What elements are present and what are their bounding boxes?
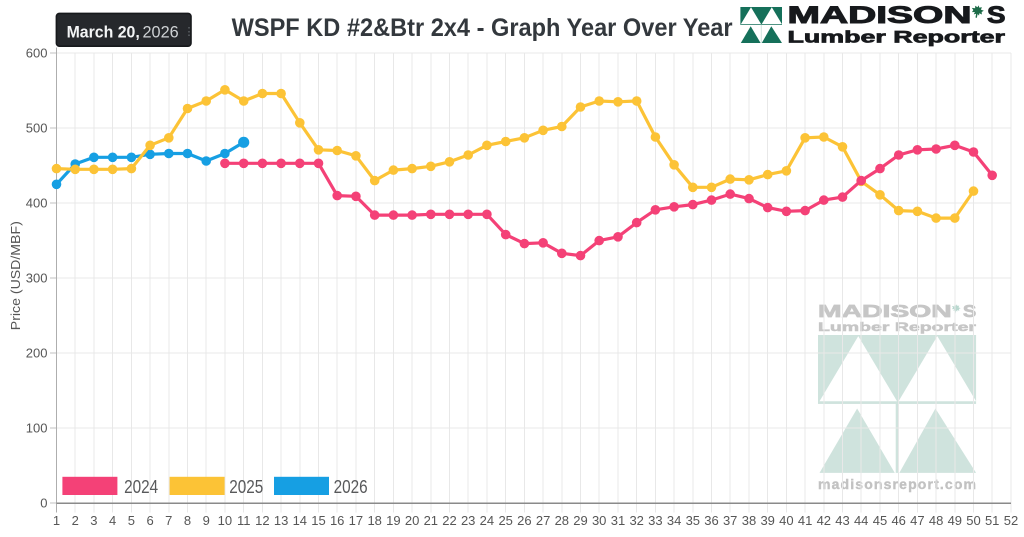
svg-text:33: 33 [648, 513, 662, 528]
svg-text:MADISON: MADISON [818, 301, 952, 321]
svg-text:42: 42 [817, 513, 831, 528]
svg-text:40: 40 [779, 513, 793, 528]
svg-text:39: 39 [760, 513, 774, 528]
svg-text:5: 5 [128, 513, 135, 528]
svg-text:36: 36 [704, 513, 718, 528]
svg-text:49: 49 [948, 513, 962, 528]
svg-text:17: 17 [349, 513, 363, 528]
svg-text:12: 12 [255, 513, 269, 528]
svg-text:27: 27 [536, 513, 550, 528]
svg-text:11: 11 [237, 513, 251, 528]
svg-text:4: 4 [109, 513, 116, 528]
svg-text:2026: 2026 [334, 476, 368, 497]
svg-text:52: 52 [1004, 513, 1018, 528]
svg-text:28: 28 [555, 513, 569, 528]
svg-text:⋮: ⋮ [184, 26, 195, 38]
svg-text:31: 31 [611, 513, 625, 528]
svg-text:15: 15 [311, 513, 325, 528]
svg-text:47: 47 [910, 513, 924, 528]
svg-text:19: 19 [386, 513, 400, 528]
svg-text:37: 37 [723, 513, 737, 528]
svg-text:0: 0 [40, 496, 47, 511]
svg-text:14: 14 [293, 513, 307, 528]
svg-text:32: 32 [629, 513, 643, 528]
svg-text:46: 46 [891, 513, 905, 528]
svg-text:2026: 2026 [143, 22, 179, 41]
svg-text:7: 7 [165, 513, 172, 528]
svg-text:48: 48 [929, 513, 943, 528]
svg-text:51: 51 [985, 513, 999, 528]
svg-text:30: 30 [592, 513, 606, 528]
svg-text:22: 22 [442, 513, 456, 528]
svg-text:23: 23 [461, 513, 475, 528]
svg-text:3: 3 [90, 513, 97, 528]
svg-text:26: 26 [517, 513, 531, 528]
svg-text:madisonsreport.com: madisonsreport.com [818, 476, 976, 492]
svg-text:S: S [963, 301, 976, 321]
svg-text:38: 38 [742, 513, 756, 528]
svg-text:WSPF KD #2&Btr 2x4 - Graph Yea: WSPF KD #2&Btr 2x4 - Graph Year Over Yea… [232, 14, 733, 42]
svg-text:34: 34 [667, 513, 681, 528]
svg-text:400: 400 [26, 196, 48, 211]
svg-text:8: 8 [184, 513, 191, 528]
svg-text:10: 10 [218, 513, 232, 528]
svg-text:20: 20 [405, 513, 419, 528]
svg-text:Lumber Reporter: Lumber Reporter [788, 29, 1006, 47]
svg-text:600: 600 [26, 46, 48, 61]
svg-text:Lumber Reporter: Lumber Reporter [818, 320, 977, 334]
svg-text:500: 500 [26, 121, 48, 136]
svg-text:13: 13 [274, 513, 288, 528]
svg-text:2025: 2025 [229, 476, 263, 497]
svg-text:29: 29 [573, 513, 587, 528]
svg-text:18: 18 [367, 513, 381, 528]
svg-text:44: 44 [854, 513, 868, 528]
svg-text:21: 21 [424, 513, 438, 528]
svg-text:35: 35 [686, 513, 700, 528]
svg-text:2024: 2024 [124, 476, 158, 497]
svg-text:45: 45 [873, 513, 887, 528]
svg-text:16: 16 [330, 513, 344, 528]
svg-text:24: 24 [480, 513, 494, 528]
svg-text:200: 200 [26, 346, 48, 361]
svg-text:Price (USD/MBF): Price (USD/MBF) [9, 221, 23, 330]
svg-text:1: 1 [53, 513, 60, 528]
svg-text:2: 2 [72, 513, 79, 528]
svg-text:9: 9 [203, 513, 210, 528]
svg-text:March 20,: March 20, [67, 22, 140, 41]
svg-text:300: 300 [26, 271, 48, 286]
svg-text:50: 50 [966, 513, 980, 528]
svg-text:43: 43 [835, 513, 849, 528]
svg-text:6: 6 [146, 513, 153, 528]
svg-text:S: S [987, 2, 1006, 29]
svg-text:41: 41 [798, 513, 812, 528]
svg-text:25: 25 [498, 513, 512, 528]
svg-text:100: 100 [26, 421, 48, 436]
svg-text:MADISON: MADISON [788, 2, 972, 29]
